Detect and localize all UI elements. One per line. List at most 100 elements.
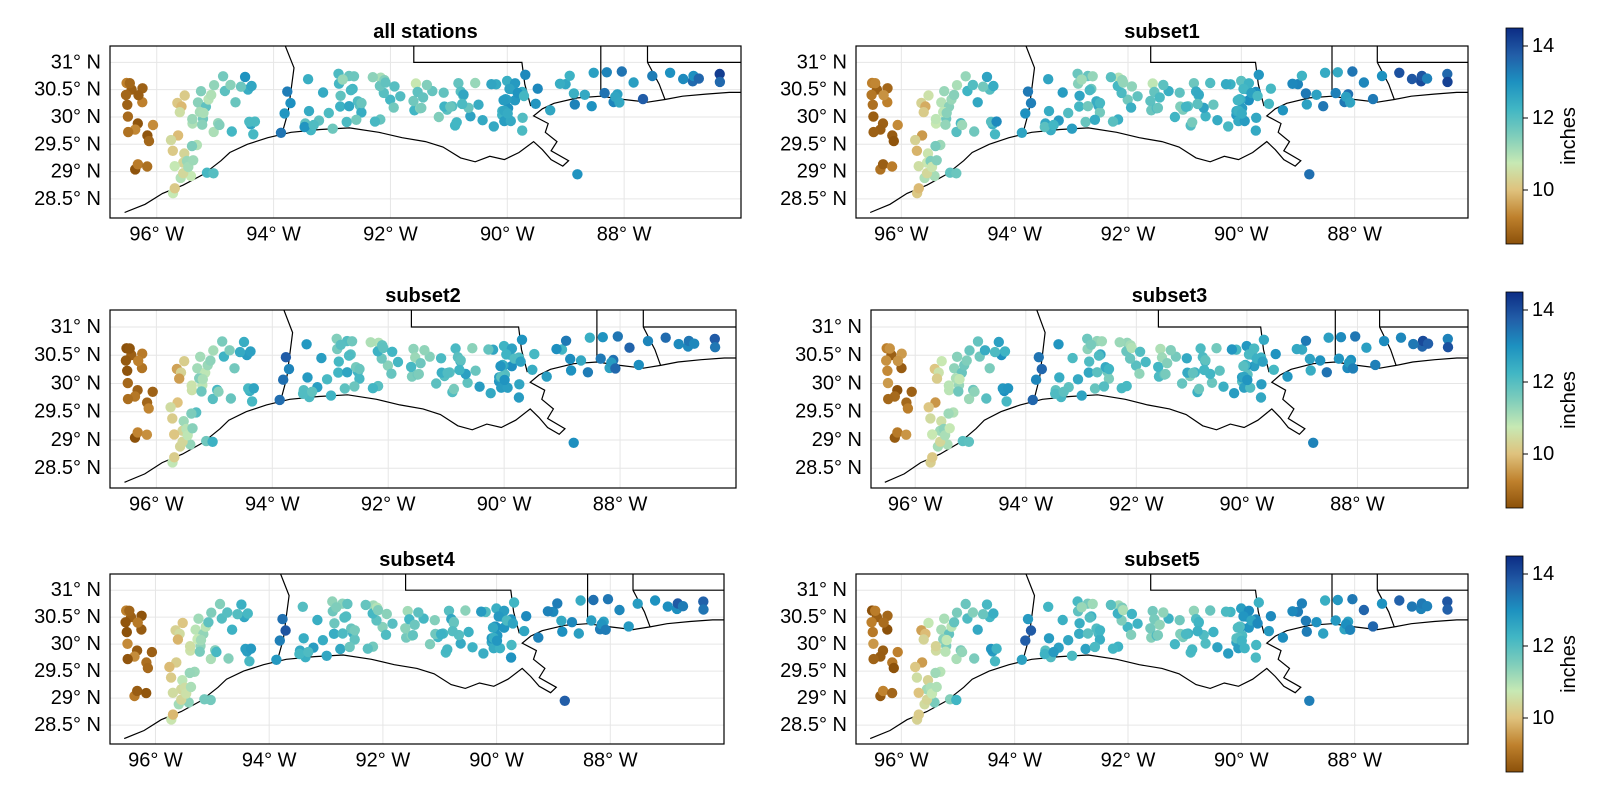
station-marker (1253, 597, 1265, 608)
station-marker (122, 99, 133, 111)
station-marker (348, 71, 360, 82)
map-panel-6: subset5 96° W 94° W 92° W 90° W 88° W 31° N 30.… (780, 549, 1469, 771)
station-marker (1358, 77, 1370, 88)
y-tick-label: 28.5° N (795, 457, 862, 479)
station-marker (1214, 365, 1225, 376)
plot-frame (855, 573, 1469, 745)
station-marker (951, 126, 962, 138)
station-marker (1277, 105, 1289, 116)
station-marker (1332, 67, 1344, 78)
station-marker (172, 634, 184, 645)
station-marker (616, 66, 627, 77)
station-marker (1039, 121, 1051, 133)
plot-frame (109, 309, 737, 489)
stations (866, 66, 1453, 199)
station-marker (507, 618, 519, 629)
station-marker (354, 373, 365, 384)
map-panel-3: subset2 96° W 94° W 92° W 90° W 88° W 31° N 30.… (34, 285, 737, 515)
y-tick-label: 30° N (797, 106, 847, 128)
station-marker (460, 605, 471, 616)
station-marker (1347, 66, 1358, 77)
x-tick-label: 94° W (987, 749, 1042, 771)
station-marker (993, 336, 1004, 348)
station-marker (294, 648, 305, 660)
plot-frame (109, 45, 742, 219)
station-marker (612, 331, 623, 342)
station-marker (1376, 70, 1388, 82)
station-marker (1238, 611, 1249, 622)
station-marker (1140, 356, 1151, 368)
station-marker (517, 125, 528, 136)
station-marker (1344, 97, 1356, 108)
station-marker (308, 119, 319, 131)
station-marker (1442, 342, 1454, 353)
station-marker (913, 183, 924, 194)
station-marker (491, 635, 503, 646)
station-marker (1158, 79, 1169, 91)
station-marker (586, 101, 597, 112)
station-marker (142, 662, 154, 674)
station-marker (709, 342, 721, 353)
station-marker (1199, 364, 1210, 376)
station-marker (349, 381, 360, 392)
station-marker (225, 393, 237, 404)
station-marker (1223, 121, 1234, 132)
station-marker (678, 73, 689, 85)
x-tick-label: 92° W (363, 223, 418, 245)
station-marker (1263, 625, 1275, 637)
station-marker (339, 612, 350, 623)
colorbar-tick-label: 14 (1532, 563, 1554, 585)
station-marker (913, 161, 924, 172)
colorbar-tick-label: 14 (1532, 35, 1554, 57)
y-tick-label: 29.5° N (780, 660, 847, 682)
station-marker (1367, 93, 1379, 105)
station-marker (356, 97, 367, 109)
station-marker (989, 346, 1001, 358)
station-marker (532, 83, 543, 94)
station-marker (244, 656, 255, 667)
station-marker (939, 86, 950, 97)
station-marker (360, 599, 371, 611)
station-marker (122, 638, 133, 649)
station-marker (1126, 608, 1138, 620)
station-marker (362, 643, 373, 654)
station-marker (1250, 652, 1262, 663)
map-panel-4: subset3 96° W 94° W 92° W 90° W 88° W 31° N 30.… (795, 285, 1469, 515)
station-marker (1057, 87, 1068, 98)
station-marker (1251, 112, 1262, 124)
station-marker (206, 607, 217, 618)
y-tick-label: 29° N (51, 687, 101, 709)
x-tick-label: 90° W (1214, 223, 1269, 245)
station-marker (565, 353, 576, 365)
station-marker (941, 107, 952, 119)
station-marker (1232, 622, 1244, 633)
station-marker (1315, 355, 1326, 366)
station-marker (498, 340, 510, 352)
x-tick-label: 96° W (128, 749, 183, 771)
station-marker (351, 114, 362, 126)
station-marker (693, 73, 704, 84)
station-marker (866, 617, 877, 628)
station-marker (714, 76, 726, 88)
station-marker (521, 611, 532, 622)
station-marker (245, 643, 257, 654)
station-marker (1067, 352, 1078, 364)
station-marker (1082, 628, 1094, 639)
station-marker (1048, 119, 1059, 131)
station-marker (147, 386, 158, 397)
station-marker (120, 89, 132, 101)
station-marker (337, 628, 348, 639)
station-marker (1043, 633, 1055, 644)
station-marker (167, 413, 178, 424)
station-marker (1200, 355, 1211, 366)
station-marker (387, 346, 398, 357)
x-tick-label: 90° W (469, 749, 524, 771)
station-marker (969, 653, 980, 664)
station-marker (433, 111, 444, 123)
station-marker (424, 639, 436, 650)
x-tick-label: 96° W (129, 493, 184, 515)
station-marker (337, 74, 348, 85)
station-marker (206, 89, 217, 101)
station-marker (1152, 630, 1164, 641)
map-panel-5: subset4 96° W 94° W 92° W 90° W 88° W 31° N 30.… (34, 549, 725, 771)
